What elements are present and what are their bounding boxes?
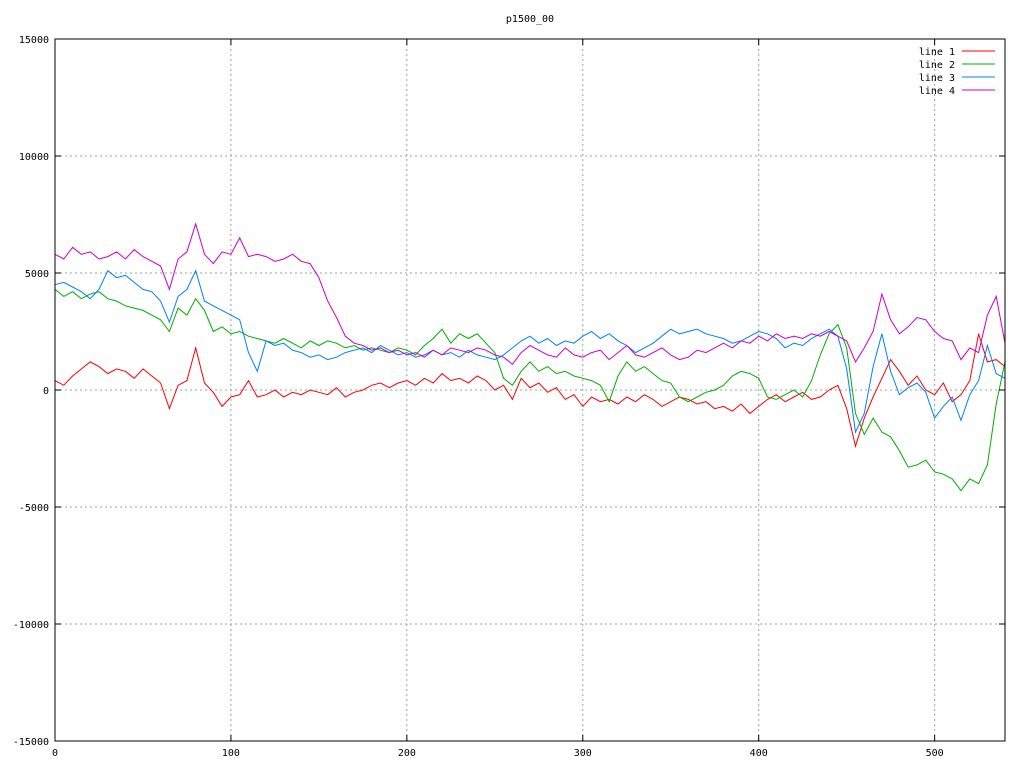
y-tick-label: 0 xyxy=(43,386,49,397)
y-tick-label: -15000 xyxy=(13,737,49,748)
series-line-3 xyxy=(54,269,1006,434)
axis-ticks xyxy=(54,38,1005,742)
series-line-1 xyxy=(54,333,1006,449)
x-tick-label: 100 xyxy=(222,748,240,759)
tick-labels: 0 100 200 300 400 500 -15000 -10000 -5000 0 5000 10… xyxy=(13,35,944,759)
series-lines xyxy=(54,222,1006,492)
x-tick-label: 0 xyxy=(52,748,58,759)
series-line-2 xyxy=(54,289,1006,492)
x-tick-label: 200 xyxy=(398,748,416,759)
y-tick-label: -10000 xyxy=(13,620,49,631)
legend-label: line 3 xyxy=(919,73,955,84)
legend-label: line 2 xyxy=(919,60,955,71)
y-tick-label: -5000 xyxy=(19,503,49,514)
legend-label: line 1 xyxy=(919,47,955,58)
x-tick-label: 300 xyxy=(574,748,592,759)
x-tick-label: 500 xyxy=(926,748,944,759)
chart-title: p1500_00 xyxy=(506,14,554,25)
x-tick-label: 400 xyxy=(750,748,768,759)
y-tick-label: 5000 xyxy=(25,269,49,280)
legend-label: line 4 xyxy=(919,86,955,97)
legend: line 1 line 2 line 3 line 4 xyxy=(919,47,995,97)
y-tick-label: 10000 xyxy=(19,152,49,163)
series-line-4 xyxy=(54,222,1006,366)
grid-lines xyxy=(55,39,1005,741)
y-tick-label: 15000 xyxy=(19,35,49,46)
